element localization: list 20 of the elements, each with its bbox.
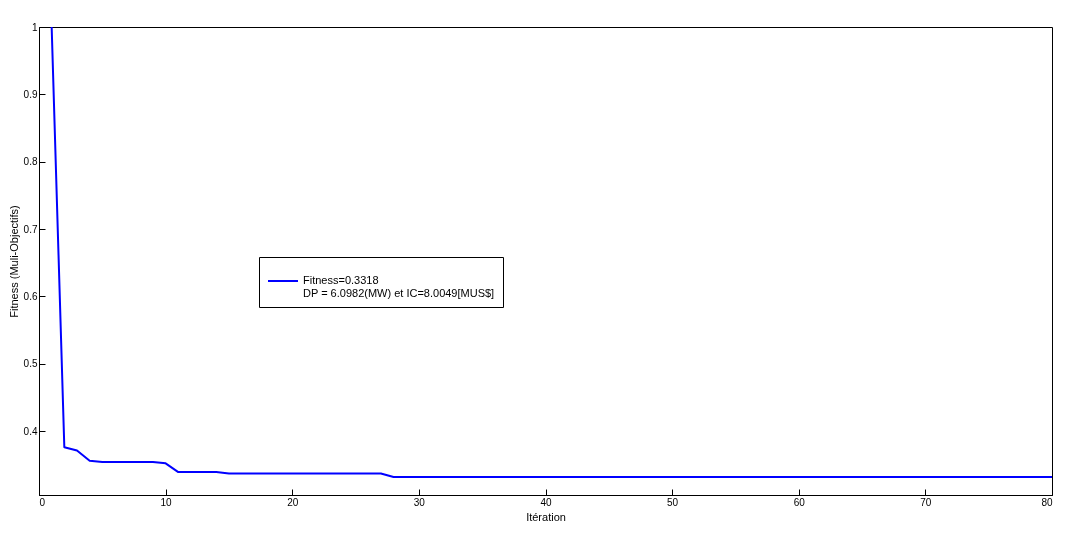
x-tick-label: 50	[667, 496, 679, 508]
x-tick-label: 80	[1041, 496, 1053, 508]
y-tick-label: 0.6	[23, 290, 38, 302]
line-series	[50, 26, 1053, 478]
y-tick-label: 0.5	[23, 358, 38, 370]
x-tick-label: 10	[160, 496, 173, 508]
x-tick-label: 40	[540, 496, 552, 508]
y-tick-label: 0.4	[23, 425, 38, 437]
y-tick-label: 0.9	[23, 88, 38, 100]
x-tick-label: 70	[920, 496, 932, 508]
y-tick-label: 1	[31, 21, 38, 33]
x-tick-label: 60	[793, 496, 806, 508]
x-tick-label: 30	[413, 496, 426, 508]
legend-label: Fitness=0.3318 DP = 6.0982(MW) et IC=8.0049[MUS$]	[303, 274, 495, 299]
x-tick-label: 20	[287, 496, 299, 508]
y-tick-label: 0.8	[23, 156, 38, 168]
y-axis-title: Fitness (Muli-Objectifs)	[7, 205, 20, 318]
y-tick-label: 0.7	[23, 223, 38, 235]
x-tick-label: 0	[39, 496, 46, 508]
x-axis-title: Itération	[526, 510, 566, 523]
